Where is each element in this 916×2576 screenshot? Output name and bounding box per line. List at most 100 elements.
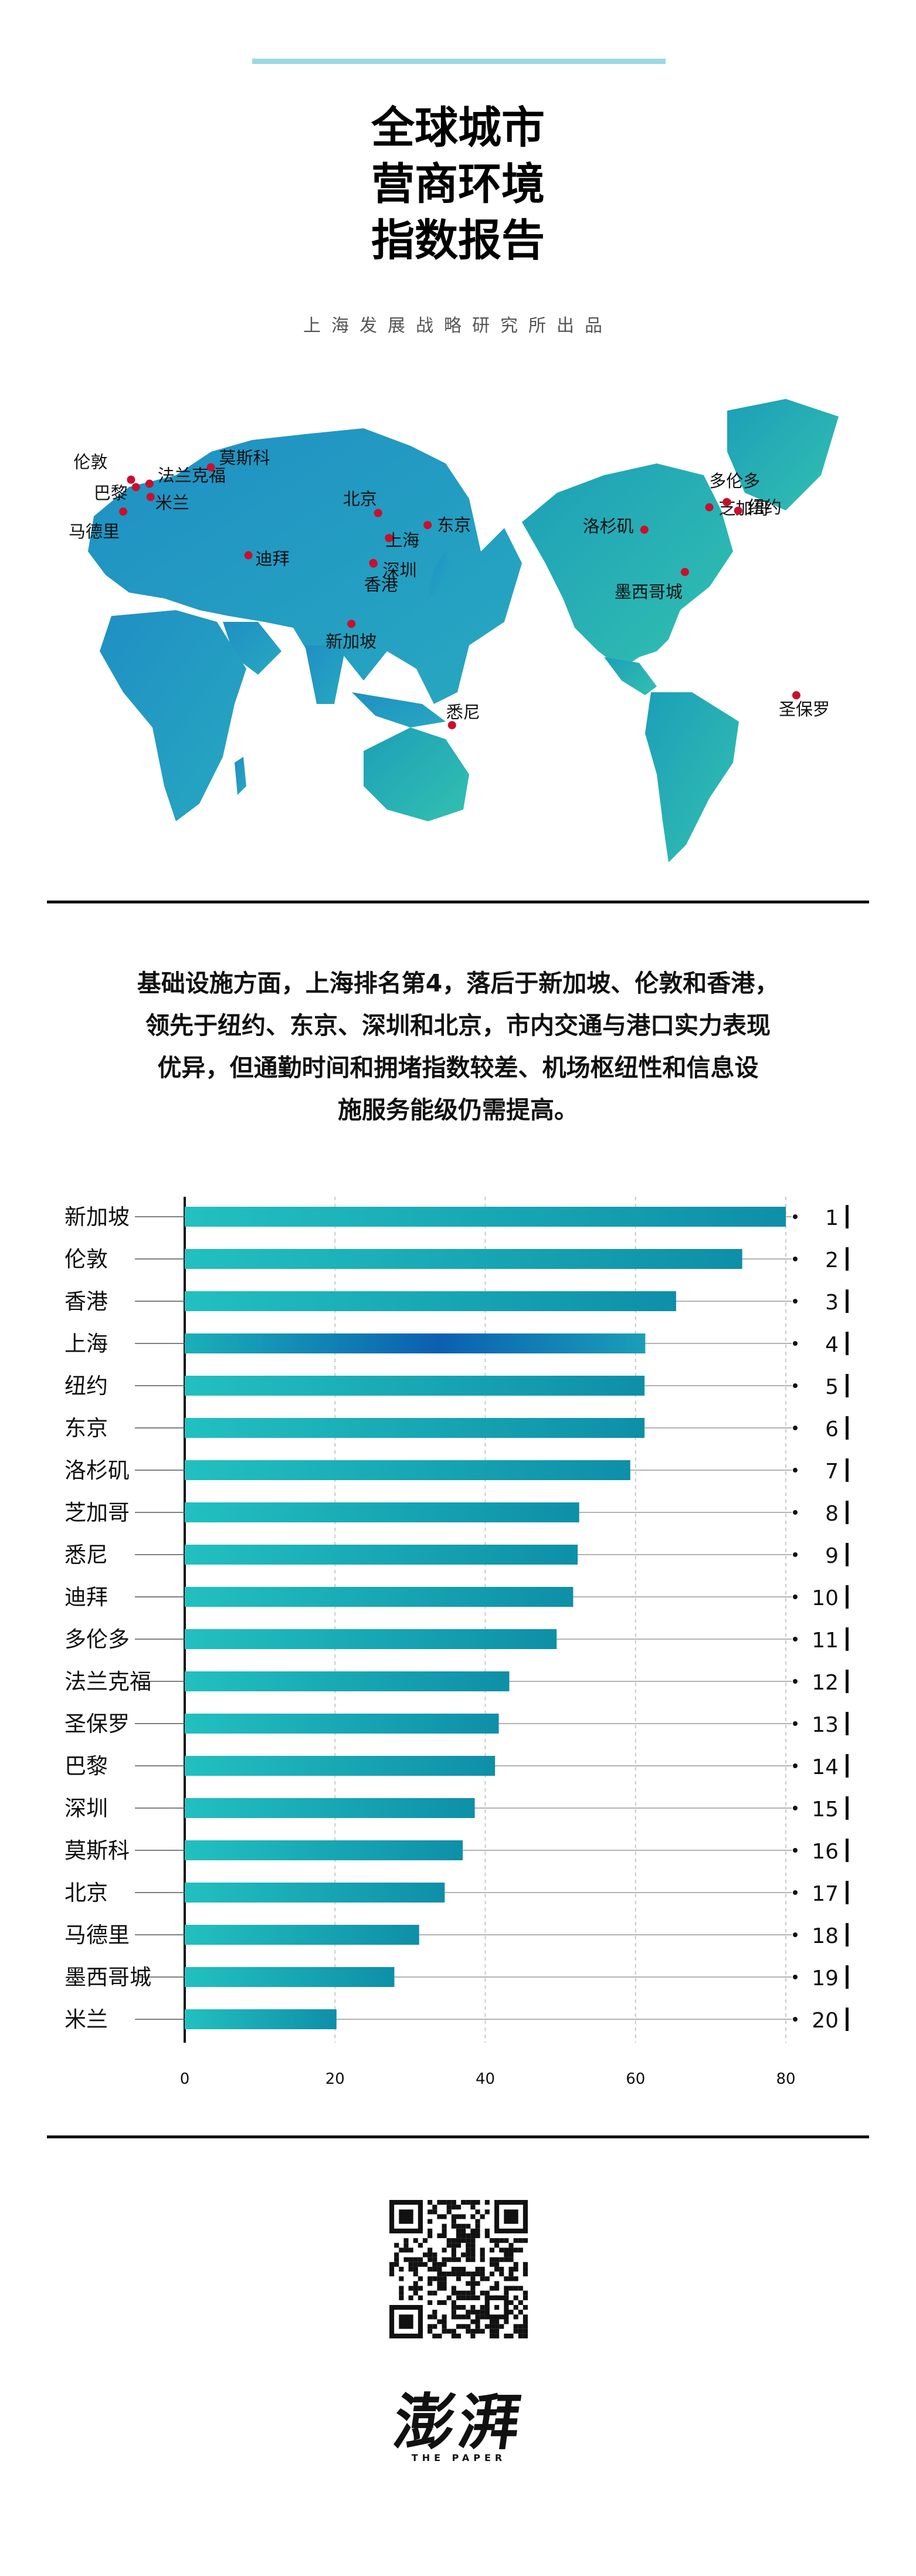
peninsula-india [305,645,346,704]
rank-bar-19 [846,2008,849,2031]
map-marker-0 [127,475,135,484]
bar-19 [185,2009,337,2029]
section-divider-bottom [47,2135,869,2138]
rank-label-9: 10 [812,1586,839,1610]
bar-17 [185,1925,419,1945]
bar-label-19: 米兰 [65,2007,108,2032]
bar-label-9: 迪拜 [65,1585,108,1610]
rank-label-7: 8 [825,1502,839,1526]
bar-5 [185,1418,645,1438]
rank-dot-17 [793,1932,798,1937]
rank-label-0: 1 [825,1206,839,1230]
bar-label-0: 新加坡 [65,1204,130,1230]
rank-dot-3 [793,1341,798,1346]
rank-label-6: 7 [825,1460,839,1484]
rank-bar-12 [846,1712,849,1735]
continent-australia [364,727,469,821]
islands-sea [352,692,446,727]
rank-dot-13 [793,1763,798,1768]
bar-7 [185,1502,579,1522]
rank-dot-11 [793,1679,798,1684]
rank-label-5: 6 [825,1417,839,1441]
x-tick-label-3: 60 [626,2070,645,2088]
rank-label-13: 14 [812,1755,839,1779]
rank-label-12: 13 [812,1713,839,1737]
top-accent-bar [252,59,666,64]
map-label-14: 洛杉矶 [583,516,634,536]
bar-label-12: 圣保罗 [65,1711,130,1736]
x-tick-label-0: 0 [180,2070,190,2088]
rank-dot-14 [793,1806,798,1810]
x-tick-label-4: 80 [776,2070,795,2088]
x-tick-label-1: 20 [325,2070,345,2088]
continent-north-america [522,463,733,669]
bar-12 [185,1714,499,1734]
rank-label-15: 16 [812,1840,839,1864]
map-marker-16 [722,497,731,506]
bar-label-14: 深圳 [65,1796,108,1821]
map-label-3: 米兰 [155,493,189,513]
rank-dot-4 [793,1383,798,1388]
rank-dot-18 [793,1975,798,1979]
logo-chinese: 澎湃 [389,2386,529,2458]
qr-code[interactable] [389,2200,528,2338]
map-label-19: 圣保罗 [779,699,830,719]
rank-bar-11 [846,1670,849,1693]
bar-4 [185,1376,645,1396]
rank-dot-10 [793,1637,798,1641]
map-marker-14 [640,525,649,534]
map-marker-4 [119,507,128,516]
continent-africa [100,610,246,821]
x-tick-label-2: 40 [476,2070,495,2088]
rank-dot-12 [793,1721,798,1726]
bar-3 [185,1333,646,1353]
map-marker-1 [145,479,154,488]
island-greenland [727,399,839,510]
island-japan [428,551,452,598]
map-label-9: 东京 [437,515,471,535]
title-line-2: 营商环境 [371,159,545,209]
bar-11 [185,1671,510,1691]
bar-16 [185,1883,445,1903]
section-divider-top [47,901,869,903]
map-marker-17 [734,506,742,515]
rank-dot-8 [793,1552,798,1557]
map-label-18: 墨西哥城 [615,582,683,602]
rank-label-10: 11 [812,1629,839,1653]
map-marker-6 [244,551,253,560]
rank-bar-16 [846,1881,849,1904]
rank-label-4: 5 [825,1375,839,1399]
rank-dot-7 [793,1510,798,1515]
rank-bar-9 [846,1585,849,1609]
bar-label-15: 莫斯科 [65,1838,130,1863]
rank-label-11: 12 [812,1671,839,1695]
rank-label-18: 19 [812,1966,839,1991]
bar-label-13: 巴黎 [65,1754,108,1779]
rank-bar-15 [846,1839,849,1862]
infrastructure-ranking-chart: 新加坡 1 伦敦 2 香港 3 上海 4 纽约 5 东京 6 洛杉矶 7 芝加哥 8 悉尼 9 迪拜 10 多伦多 11 法… [65,1197,849,2088]
rank-label-19: 20 [812,2009,839,2033]
map-label-0: 伦敦 [73,452,107,472]
rank-bar-14 [846,1796,849,1820]
rank-label-17: 18 [812,1924,839,1948]
rank-bar-2 [846,1289,849,1313]
map-label-11: 香港 [364,575,398,595]
island-madagascar [235,757,246,795]
map-marker-9 [423,521,432,530]
rank-label-16: 17 [812,1882,839,1906]
bar-label-18: 墨西哥城 [65,1965,151,1990]
rank-label-2: 3 [825,1291,839,1315]
bar-label-7: 芝加哥 [65,1500,130,1525]
rank-dot-15 [793,1848,798,1853]
rank-bar-13 [846,1754,849,1778]
summary-line-3: 优异，但通勤时间和拥堵指数较差、机场枢纽性和信息设 [157,1054,759,1082]
map-label-4: 马德里 [69,522,120,541]
title-line-3: 指数报告 [371,215,545,266]
bar-label-2: 香港 [65,1289,108,1314]
map-marker-12 [347,620,356,628]
bar-0 [185,1207,786,1227]
rank-bar-0 [846,1205,849,1228]
bar-15 [185,1840,463,1860]
bar-label-17: 马德里 [65,1922,130,1948]
